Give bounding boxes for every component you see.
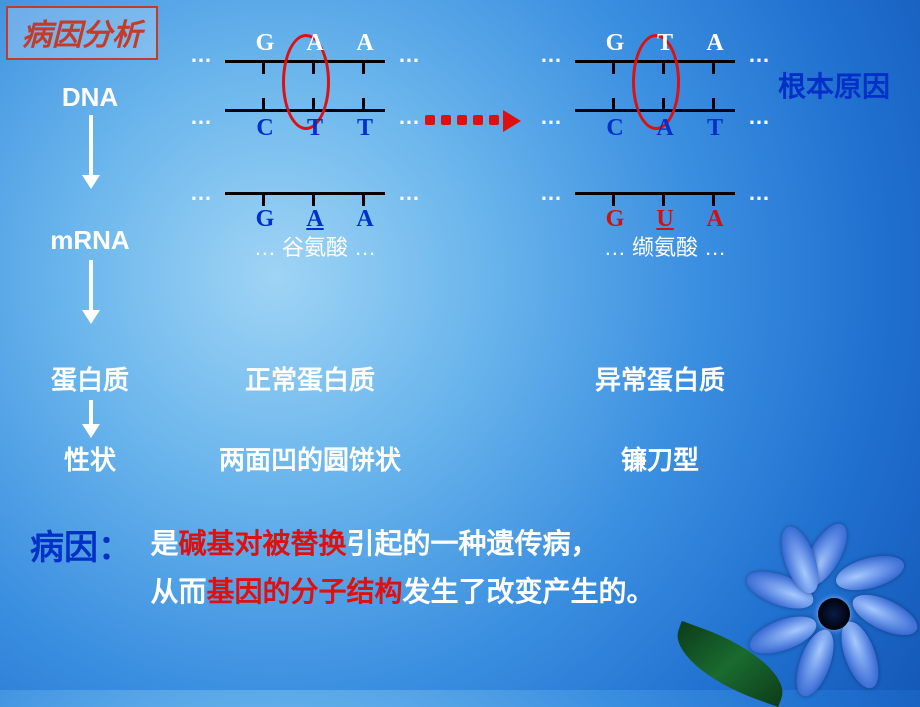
base-letter: T bbox=[650, 30, 680, 57]
base-letter: A bbox=[650, 115, 680, 142]
dna-mutant: … … … … GTACAT bbox=[550, 50, 760, 122]
flower-decoration bbox=[740, 530, 920, 700]
aa-normal: … 谷氨酸 … bbox=[200, 230, 430, 262]
ellipsis: … bbox=[540, 42, 562, 68]
protein-normal: 正常蛋白质 bbox=[180, 360, 440, 397]
mutation-arrow-icon bbox=[425, 110, 535, 132]
mrna-mutant: … … GUA bbox=[550, 184, 760, 224]
mrna-normal: … … GAA bbox=[200, 184, 410, 224]
ellipsis: … bbox=[748, 104, 770, 130]
base-letter: T bbox=[350, 115, 380, 142]
base-letter: G bbox=[250, 30, 280, 57]
base-letter: A bbox=[700, 206, 730, 233]
panel-mutant: … … … … GTACAT … … GUA … 缬氨酸 … bbox=[550, 50, 780, 262]
cause-body: 是碱基对被替换引起的一种遗传病， 从而基因的分子结构发生了改变产生的。 bbox=[150, 520, 654, 615]
aa-mutant: … 缬氨酸 … bbox=[550, 230, 780, 262]
label-mrna: mRNA bbox=[30, 225, 150, 256]
ellipsis: … bbox=[540, 104, 562, 130]
base-letter: A bbox=[700, 30, 730, 57]
ellipsis: … bbox=[398, 104, 420, 130]
ellipsis: … bbox=[398, 42, 420, 68]
root-cause-label: 根本原因 bbox=[778, 65, 890, 105]
ellipsis: … bbox=[190, 104, 212, 130]
base-letter: U bbox=[650, 206, 680, 233]
base-letter: A bbox=[300, 30, 330, 57]
base-letter: G bbox=[250, 206, 280, 233]
arrow-protein-to-trait bbox=[82, 400, 100, 438]
base-letter: G bbox=[600, 206, 630, 233]
base-letter: A bbox=[300, 206, 330, 233]
cause-label: 病因： bbox=[30, 520, 132, 569]
ellipsis: … bbox=[190, 180, 212, 206]
dna-normal: … … … … GAACTT bbox=[200, 50, 410, 122]
trait-mutant: 镰刀型 bbox=[530, 440, 790, 477]
arrow-dna-to-mrna bbox=[82, 115, 100, 189]
base-letter: A bbox=[350, 30, 380, 57]
base-letter: C bbox=[250, 115, 280, 142]
ellipsis: … bbox=[748, 42, 770, 68]
trait-normal: 两面凹的圆饼状 bbox=[180, 440, 440, 477]
ellipsis: … bbox=[540, 180, 562, 206]
page-title: 病因分析 bbox=[22, 19, 142, 52]
panel-normal: … … … … GAACTT … … GAA … 谷氨酸 … bbox=[200, 50, 430, 262]
ellipsis: … bbox=[190, 42, 212, 68]
base-letter: A bbox=[350, 206, 380, 233]
base-letter: G bbox=[600, 30, 630, 57]
label-protein: 蛋白质 bbox=[30, 360, 150, 397]
title-box: 病因分析 bbox=[6, 6, 158, 60]
base-letter: T bbox=[700, 115, 730, 142]
label-dna: DNA bbox=[30, 82, 150, 113]
label-trait: 性状 bbox=[30, 440, 150, 477]
protein-mutant: 异常蛋白质 bbox=[530, 360, 790, 397]
arrow-mrna-to-protein bbox=[82, 260, 100, 324]
cause-highlight-2: 基因的分子结构 bbox=[206, 576, 402, 607]
ellipsis: … bbox=[398, 180, 420, 206]
base-letter: T bbox=[300, 115, 330, 142]
cause-highlight-1: 碱基对被替换 bbox=[178, 528, 346, 559]
ellipsis: … bbox=[748, 180, 770, 206]
base-letter: C bbox=[600, 115, 630, 142]
